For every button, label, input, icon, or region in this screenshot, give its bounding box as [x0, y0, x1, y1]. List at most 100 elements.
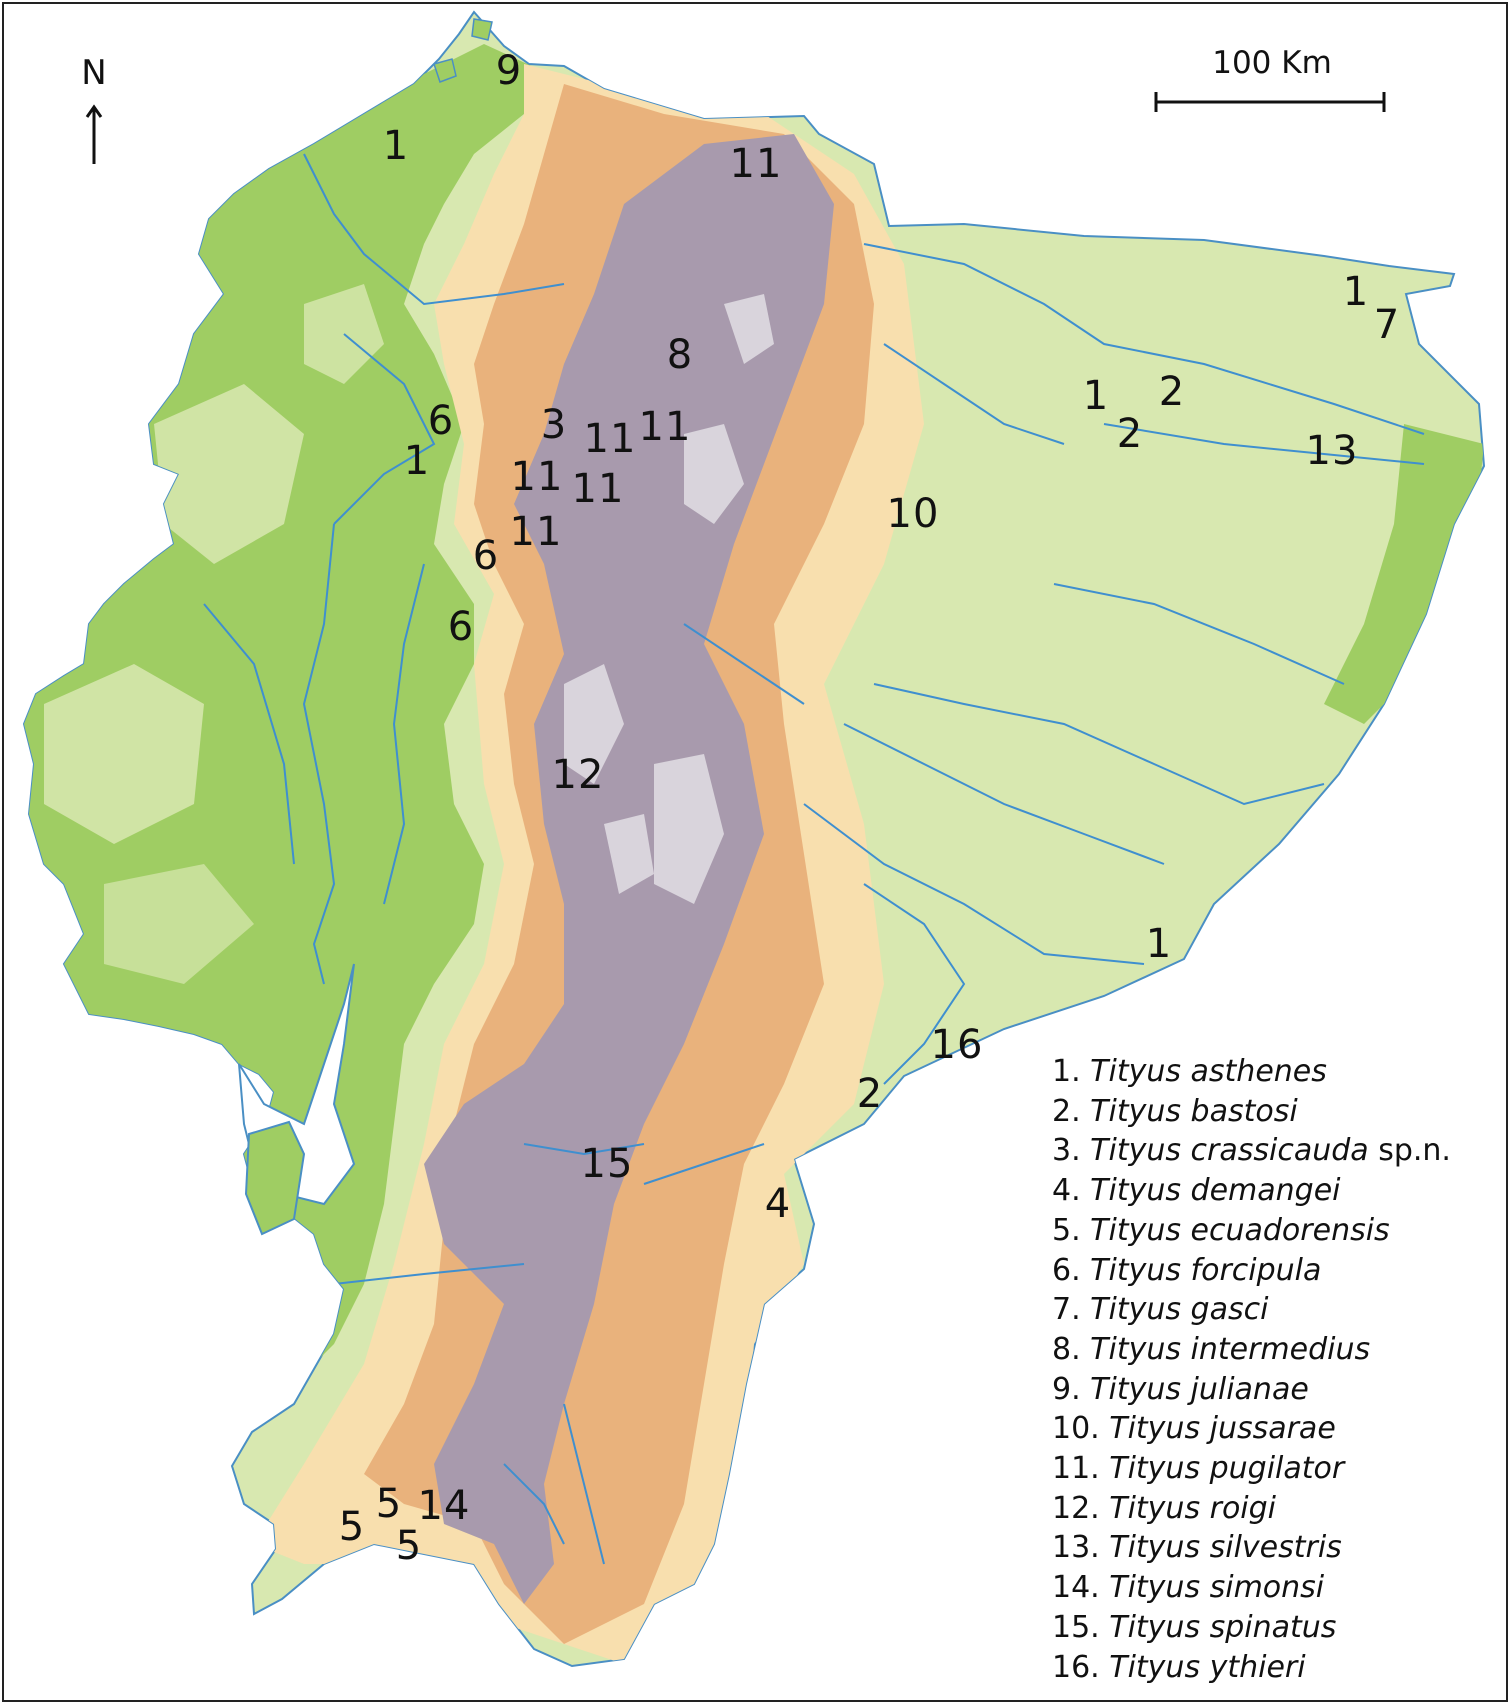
river: [503, 1463, 565, 1545]
legend-item: 10. Tityus jussarae: [1052, 1409, 1502, 1449]
north-arrow: N: [74, 56, 114, 166]
legend-item: 2. Tityus bastosi: [1052, 1092, 1502, 1132]
summit: [564, 664, 624, 784]
scale-line: [1154, 92, 1386, 112]
locality-label-7[interactable]: 7: [1373, 302, 1401, 348]
river: [803, 803, 1145, 965]
locality-label-11a[interactable]: 11: [729, 141, 783, 187]
locality-label-13[interactable]: 13: [1305, 428, 1359, 474]
legend-species-name: Tityus bastosi: [1090, 1093, 1298, 1129]
legend-species-name: Tityus forcipula: [1090, 1252, 1322, 1288]
locality-label-9[interactable]: 9: [495, 48, 523, 94]
puna-island: [244, 1120, 306, 1236]
locality-label-3[interactable]: 3: [540, 402, 568, 448]
legend-item: 1. Tityus asthenes: [1052, 1052, 1502, 1092]
river: [863, 883, 966, 1085]
coastal-light-patch: [154, 384, 304, 564]
legend-number: 2.: [1052, 1093, 1091, 1129]
river: [1103, 423, 1425, 465]
locality-label-2b[interactable]: 2: [1116, 411, 1144, 457]
legend-number: 9.: [1052, 1371, 1091, 1407]
legend-item: 3. Tityus crassicauda sp.n.: [1052, 1131, 1502, 1171]
locality-label-11c[interactable]: 11: [638, 404, 692, 450]
legend-species-name: Tityus intermedius: [1090, 1331, 1371, 1367]
legend-number: 10.: [1052, 1411, 1110, 1447]
eastern-lowland-green: [1324, 424, 1484, 724]
scale-label: 100 Km: [1212, 45, 1332, 81]
locality-label-11d[interactable]: 11: [510, 454, 564, 500]
species-legend: 1. Tityus asthenes 2. Tityus bastosi 3. Ti…: [1052, 1052, 1502, 1687]
legend-item: 7. Tityus gasci: [1052, 1290, 1502, 1330]
legend-species-name: Tityus gasci: [1090, 1292, 1269, 1328]
locality-label-15[interactable]: 15: [580, 1141, 634, 1187]
legend-species-name: Tityus pugilator: [1109, 1451, 1345, 1487]
legend-species-name: Tityus jussarae: [1109, 1411, 1336, 1447]
legend-number: 14.: [1052, 1570, 1110, 1606]
legend-species-name: Tityus silvestris: [1109, 1530, 1342, 1566]
locality-label-11b[interactable]: 11: [583, 416, 637, 462]
river: [523, 1143, 645, 1156]
summit: [654, 754, 724, 904]
locality-label-1d[interactable]: 1: [403, 438, 431, 484]
legend-number: 1.: [1052, 1054, 1091, 1089]
legend-item: 16. Tityus ythieri: [1052, 1648, 1502, 1688]
locality-label-6a[interactable]: 6: [427, 398, 455, 444]
summit: [604, 814, 654, 894]
legend-item: 4. Tityus demangei: [1052, 1171, 1502, 1211]
legend-item: 11. Tityus pugilator: [1052, 1449, 1502, 1489]
river: [563, 1403, 605, 1565]
river: [843, 723, 1165, 865]
river: [203, 603, 295, 865]
legend-species-name: Tityus asthenes: [1090, 1054, 1327, 1089]
coastal-light-patch: [104, 864, 254, 984]
legend-item: 9. Tityus julianae: [1052, 1370, 1502, 1410]
legend-number: 6.: [1052, 1252, 1091, 1288]
locality-label-5c[interactable]: 5: [395, 1523, 423, 1569]
locality-label-12[interactable]: 12: [551, 752, 605, 798]
legend-number: 5.: [1052, 1212, 1091, 1248]
locality-label-11f[interactable]: 11: [509, 509, 563, 555]
locality-label-2c[interactable]: 2: [856, 1071, 884, 1117]
relief-map[interactable]: [4, 4, 1508, 1702]
locality-label-11e[interactable]: 11: [571, 466, 625, 512]
river: [303, 153, 565, 306]
locality-label-6c[interactable]: 6: [447, 604, 475, 650]
locality-label-5b[interactable]: 5: [338, 1504, 366, 1550]
locality-label-6b[interactable]: 6: [472, 533, 500, 579]
legend-species-name: Tityus crassicauda: [1090, 1133, 1369, 1169]
legend-species-name: Tityus roigi: [1109, 1490, 1277, 1526]
legend-item: 12. Tityus roigi: [1052, 1489, 1502, 1529]
locality-label-1e[interactable]: 1: [1145, 921, 1173, 967]
locality-label-1a[interactable]: 1: [382, 123, 410, 169]
islet: [471, 18, 493, 41]
legend-number: 11.: [1052, 1451, 1110, 1487]
river: [333, 1263, 525, 1285]
legend-suffix: sp.n.: [1368, 1133, 1451, 1169]
locality-label-5a[interactable]: 5: [375, 1481, 403, 1527]
legend-item: 15. Tityus spinatus: [1052, 1608, 1502, 1648]
locality-label-8[interactable]: 8: [666, 332, 694, 378]
legend-item: 14. Tityus simonsi: [1052, 1568, 1502, 1608]
locality-label-10[interactable]: 10: [886, 491, 940, 537]
locality-label-14[interactable]: 14: [417, 1483, 471, 1529]
locality-label-4[interactable]: 4: [764, 1181, 792, 1227]
river: [873, 683, 1325, 806]
legend-species-name: Tityus ecuadorensis: [1090, 1212, 1390, 1248]
summit: [724, 294, 774, 364]
river: [863, 243, 1425, 435]
legend-number: 8.: [1052, 1331, 1091, 1367]
river: [883, 343, 1065, 445]
legend-item: 13. Tityus silvestris: [1052, 1528, 1502, 1568]
legend-species-name: Tityus julianae: [1090, 1371, 1309, 1407]
locality-label-2a[interactable]: 2: [1158, 369, 1186, 415]
locality-label-16[interactable]: 16: [930, 1022, 984, 1068]
river: [383, 563, 425, 905]
legend-species-name: Tityus spinatus: [1109, 1609, 1337, 1645]
locality-label-1c[interactable]: 1: [1082, 373, 1110, 419]
north-label: N: [81, 53, 107, 93]
legend-item: 6. Tityus forcipula: [1052, 1251, 1502, 1291]
locality-label-1b[interactable]: 1: [1342, 269, 1370, 315]
coastal-light-patch: [44, 664, 204, 844]
legend-number: 16.: [1052, 1649, 1110, 1685]
